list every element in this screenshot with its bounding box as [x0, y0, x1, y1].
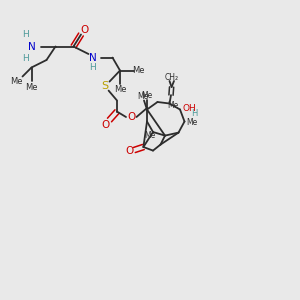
Text: Me: Me [132, 66, 144, 75]
Text: N: N [28, 41, 35, 52]
Text: O: O [80, 25, 88, 35]
Text: H: H [22, 30, 29, 39]
Text: Me: Me [25, 82, 38, 91]
Text: H: H [22, 54, 29, 63]
Text: CH₂: CH₂ [164, 73, 179, 82]
Text: N: N [89, 52, 97, 63]
Text: H: H [191, 110, 198, 118]
Text: Me: Me [114, 85, 126, 94]
Text: O: O [101, 120, 109, 130]
Text: O: O [125, 146, 134, 156]
Text: S: S [101, 81, 108, 92]
Text: Me: Me [186, 118, 197, 127]
Text: Me: Me [144, 131, 155, 140]
Text: OH: OH [182, 104, 196, 113]
Text: Me: Me [10, 76, 23, 85]
Text: H: H [90, 63, 96, 72]
Text: Me: Me [137, 92, 148, 101]
Text: Me: Me [141, 92, 153, 100]
Text: O: O [127, 112, 136, 122]
Text: Me: Me [167, 100, 178, 109]
